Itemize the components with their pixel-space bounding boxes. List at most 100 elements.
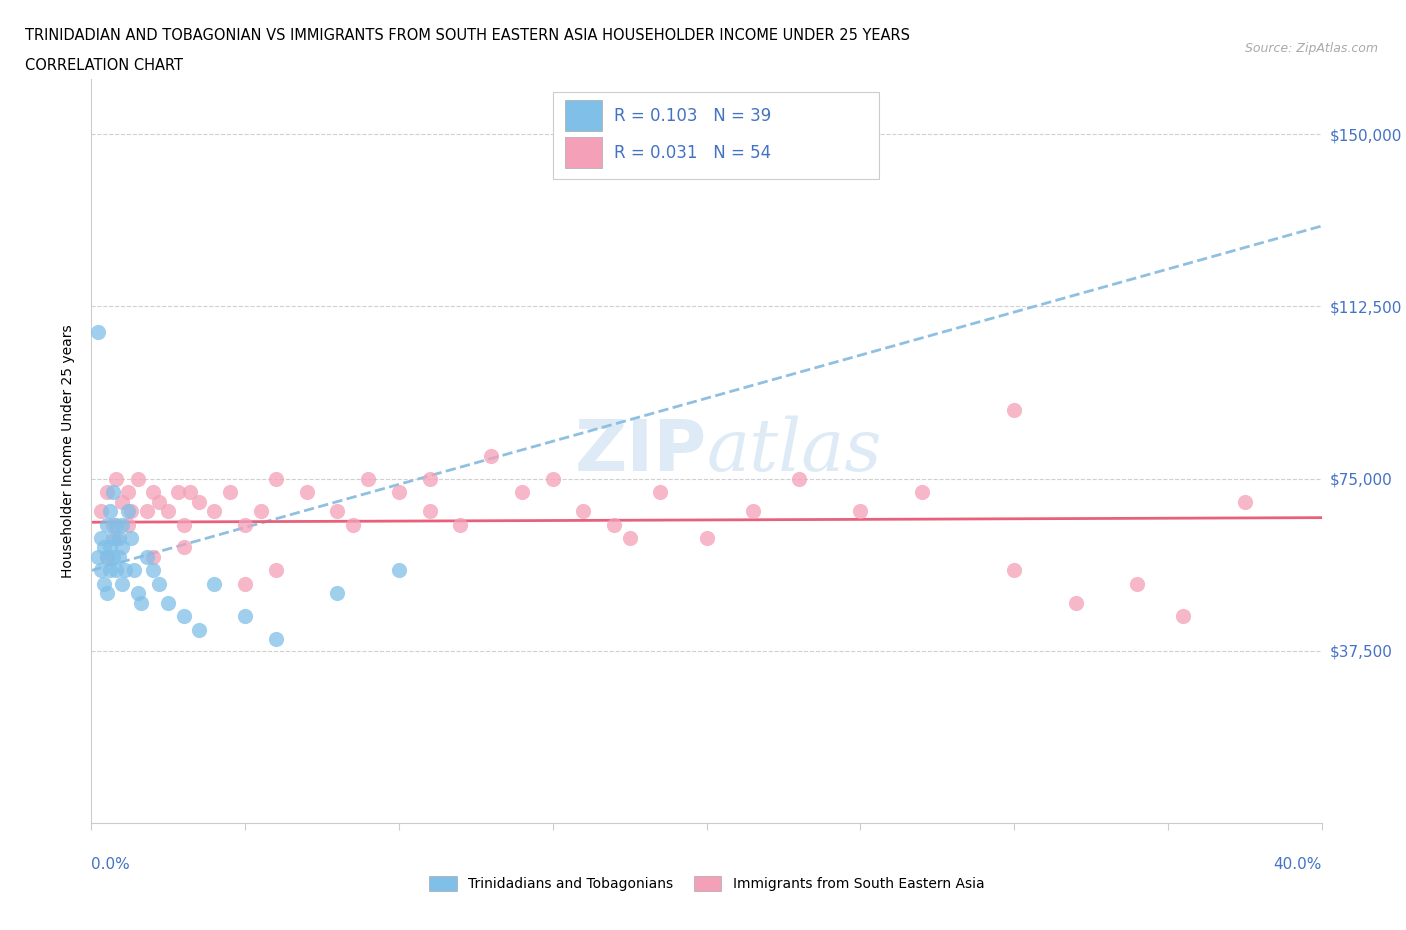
Point (1002, 563, 1025, 578)
Y-axis label: Householder Income Under 25 years: Householder Income Under 25 years (62, 325, 76, 578)
Point (510, 485, 533, 499)
Point (202, 503, 225, 518)
Point (787, 472, 810, 486)
Point (166, 485, 188, 499)
Point (105, 563, 127, 578)
Point (117, 517, 139, 532)
Point (108, 531, 131, 546)
Bar (565, 100, 602, 131)
Point (173, 517, 195, 532)
Point (650, 485, 672, 499)
Point (249, 503, 271, 518)
FancyBboxPatch shape (553, 92, 879, 179)
Text: 40.0%: 40.0% (1274, 857, 1322, 872)
Point (120, 503, 142, 518)
Point (135, 503, 157, 518)
Point (98, 563, 121, 578)
Point (388, 563, 411, 578)
Text: 0.0%: 0.0% (91, 857, 131, 872)
Point (98, 503, 121, 518)
Text: ZIP: ZIP (574, 417, 706, 485)
Point (233, 609, 256, 624)
Point (188, 494, 211, 509)
Point (388, 485, 411, 499)
Point (188, 623, 211, 638)
Point (120, 531, 142, 546)
Point (142, 563, 165, 578)
Point (619, 531, 641, 546)
Point (419, 472, 441, 486)
Point (1126, 577, 1149, 591)
Point (295, 485, 318, 499)
Point (135, 550, 157, 565)
Point (572, 503, 595, 518)
Point (173, 540, 195, 555)
Point (93, 540, 115, 555)
Point (603, 517, 626, 532)
Point (419, 503, 441, 518)
Point (148, 494, 170, 509)
Point (105, 531, 127, 546)
Text: atlas: atlas (706, 416, 882, 486)
Point (86, 550, 108, 565)
Point (101, 550, 124, 565)
Point (157, 595, 180, 610)
Point (1002, 403, 1025, 418)
Point (342, 517, 364, 532)
Point (326, 503, 349, 518)
Point (117, 503, 139, 518)
Point (264, 472, 287, 486)
Point (202, 577, 225, 591)
Point (142, 485, 165, 499)
Point (127, 586, 149, 601)
Point (93, 577, 115, 591)
Text: TRINIDADIAN AND TOBAGONIAN VS IMMIGRANTS FROM SOUTH EASTERN ASIA HOUSEHOLDER INC: TRINIDADIAN AND TOBAGONIAN VS IMMIGRANTS… (25, 28, 910, 43)
Point (111, 540, 134, 555)
Point (105, 517, 127, 532)
Text: CORRELATION CHART: CORRELATION CHART (25, 58, 183, 73)
Point (541, 472, 564, 486)
Text: R = 0.031   N = 54: R = 0.031 N = 54 (614, 144, 772, 162)
Point (101, 531, 124, 546)
Point (179, 485, 201, 499)
Point (1064, 595, 1087, 610)
Point (90, 503, 112, 518)
Point (96, 485, 118, 499)
Point (449, 517, 471, 532)
Point (142, 550, 165, 565)
Point (90, 563, 112, 578)
Point (741, 503, 763, 518)
Point (696, 531, 718, 546)
Point (233, 577, 256, 591)
Point (127, 472, 149, 486)
Point (1173, 609, 1195, 624)
Point (96, 586, 118, 601)
Point (114, 563, 136, 578)
Point (101, 517, 124, 532)
Point (117, 485, 139, 499)
Point (173, 609, 195, 624)
Point (129, 595, 152, 610)
Point (264, 563, 287, 578)
Point (111, 494, 134, 509)
Point (849, 503, 872, 518)
Point (96, 550, 118, 565)
Point (96, 517, 118, 532)
Point (111, 517, 134, 532)
Point (479, 448, 502, 463)
Point (326, 586, 349, 601)
Text: Source: ZipAtlas.com: Source: ZipAtlas.com (1244, 42, 1378, 55)
Text: R = 0.103   N = 39: R = 0.103 N = 39 (614, 107, 772, 125)
Point (101, 485, 124, 499)
Legend: Trinidadians and Tobagonians, Immigrants from South Eastern Asia: Trinidadians and Tobagonians, Immigrants… (423, 870, 990, 897)
Point (233, 517, 256, 532)
Point (1233, 494, 1256, 509)
Point (218, 485, 240, 499)
Bar (565, 137, 602, 168)
Point (108, 550, 131, 565)
Point (911, 485, 934, 499)
Point (96, 550, 118, 565)
Point (105, 472, 127, 486)
Point (157, 503, 180, 518)
Point (124, 563, 146, 578)
